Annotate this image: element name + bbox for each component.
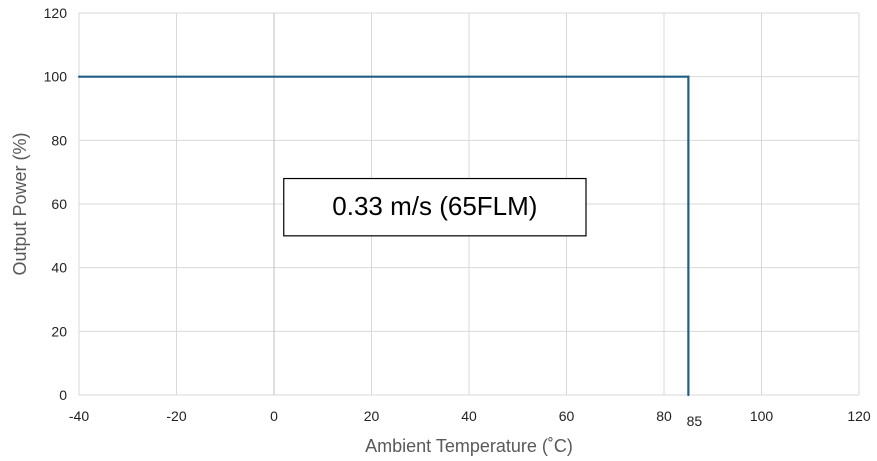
curve-point: [687, 75, 690, 78]
y-tick-label: 20: [51, 323, 67, 339]
x-tick-label: -20: [166, 408, 186, 424]
x-tick-label: 60: [559, 408, 575, 424]
y-axis-title: Output Power (%): [10, 132, 30, 275]
x-tick-label: 20: [364, 408, 380, 424]
tick-labels: 0 20 40 60 80 100 120 -40 -20 0 20 40 60 80 100 120 85: [44, 5, 871, 429]
curve-point: [77, 75, 81, 78]
x-tick-label-85: 85: [687, 413, 703, 429]
y-tick-label: 40: [51, 260, 67, 276]
x-axis-title: Ambient Temperature (˚C): [365, 436, 573, 456]
x-tick-label: 80: [656, 408, 672, 424]
y-tick-label: 0: [59, 387, 67, 403]
series-layer: [77, 75, 690, 397]
x-tick-label: -40: [69, 408, 89, 424]
x-tick-label: 100: [750, 408, 774, 424]
curve-point: [687, 393, 690, 397]
annotation-frame: [283, 177, 587, 237]
y-tick-label: 80: [51, 132, 67, 148]
y-tick-label: 100: [44, 69, 68, 85]
y-tick-label: 60: [51, 196, 67, 212]
x-tick-label: 0: [270, 408, 278, 424]
x-tick-label: 120: [847, 408, 871, 424]
annotation-label: 0.33 m/s (65FLM): [332, 191, 537, 221]
y-tick-label: 120: [44, 5, 68, 21]
annotation-box: 0.33 m/s (65FLM): [283, 177, 587, 237]
x-tick-label: 40: [461, 408, 477, 424]
